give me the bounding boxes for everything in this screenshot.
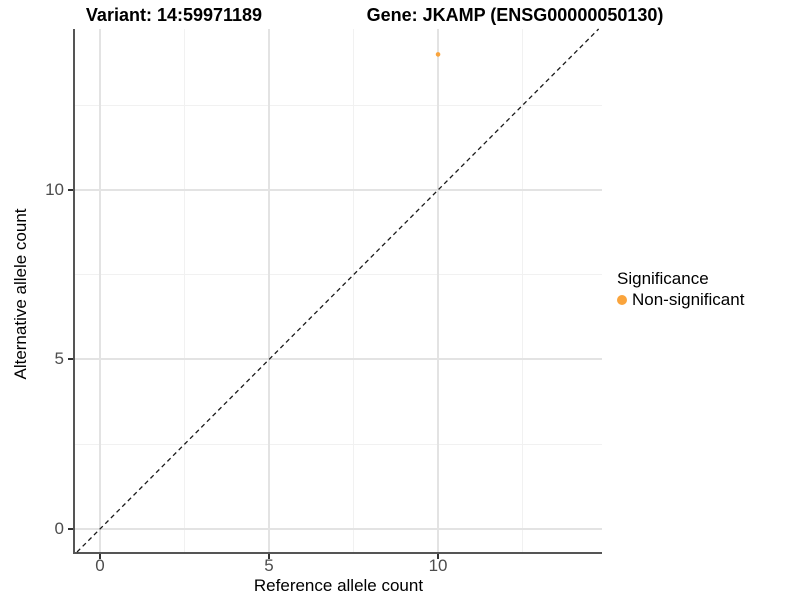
plot-canvas <box>76 28 600 553</box>
gridline-x-major <box>99 29 101 552</box>
x-tick-label: 5 <box>264 556 274 575</box>
x-tick-mark <box>437 554 440 559</box>
gridline-y-minor <box>75 443 602 445</box>
y-tick-label: 10 <box>45 180 64 199</box>
x-tick-label: 0 <box>95 556 105 575</box>
gridline-y-major <box>75 527 602 530</box>
y-tick-mark <box>68 189 73 191</box>
gridline-x-major <box>437 29 440 552</box>
gridline-x-minor <box>184 29 186 552</box>
legend-title: Significance <box>617 269 709 288</box>
plot-panel <box>73 28 602 554</box>
x-tick-mark <box>99 554 101 559</box>
gridline-y-major <box>75 358 602 361</box>
data-point <box>435 52 441 57</box>
y-tick-label: 0 <box>54 518 64 538</box>
y-axis-title: Alternative allele count <box>11 208 30 380</box>
legend: Significance Non-significant <box>617 269 744 310</box>
legend-key-dot-icon <box>617 295 627 305</box>
x-axis-title: Reference allele count <box>253 576 424 595</box>
identity-dashed-line <box>76 28 600 553</box>
plot-title-gene: Gene: JKAMP (ENSG00000050130) <box>366 5 664 25</box>
gridline-y-minor <box>75 104 602 106</box>
legend-item-label: Non-significant <box>632 290 745 309</box>
x-tick-mark <box>268 554 271 559</box>
gridline-x-major <box>268 29 271 552</box>
y-tick-mark <box>68 358 73 361</box>
y-tick-label: 5 <box>54 349 64 369</box>
y-tick-mark <box>68 527 73 530</box>
legend-item-non-significant: Non-significant <box>617 290 744 310</box>
gridline-y-minor <box>75 274 602 276</box>
plot-title-variant: Variant: 14:59971189 <box>85 5 263 25</box>
gridline-x-minor <box>522 29 524 552</box>
gridline-y-major <box>75 189 602 191</box>
x-tick-label: 10 <box>428 556 448 575</box>
gridline-x-minor <box>353 29 355 552</box>
